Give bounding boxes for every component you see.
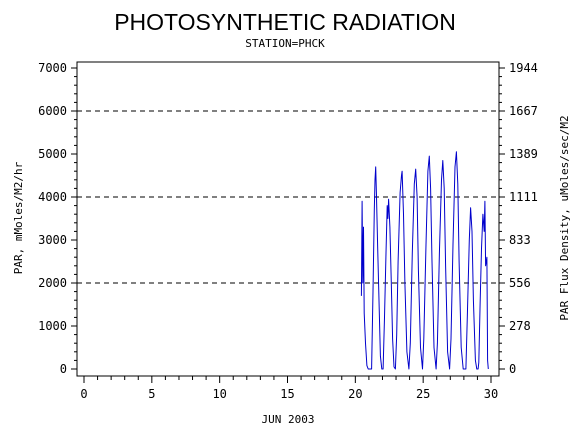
right-y-axis: 0 278 556 833 1111 1389 1667 1944 xyxy=(499,61,538,376)
y2-axis-label: PAR Flux Density, uMoles/sec/M2 xyxy=(558,115,570,320)
y2-tick-label: 1389 xyxy=(509,147,538,161)
y-axis-label: PAR, mMoles/M2/hr xyxy=(12,161,25,274)
y2-tick-label: 833 xyxy=(509,233,531,247)
x-tick-label: 5 xyxy=(148,387,155,401)
chart-title: PHOTOSYNTHETIC RADIATION xyxy=(114,9,456,35)
par-series-line xyxy=(360,151,489,370)
y-tick-label: 0 xyxy=(60,362,67,376)
x-tick-label: 10 xyxy=(212,387,226,401)
horizontal-gridlines xyxy=(77,110,499,284)
y2-tick-label: 278 xyxy=(509,319,531,333)
x-tick-label: 15 xyxy=(280,387,294,401)
x-axis-label: JUN 2003 xyxy=(262,413,315,426)
y2-tick-label: 1111 xyxy=(509,190,538,204)
y2-tick-label: 1944 xyxy=(509,61,538,75)
y2-tick-label: 556 xyxy=(509,276,531,290)
y-tick-label: 7000 xyxy=(38,61,67,75)
x-tick-label: 20 xyxy=(348,387,362,401)
y-tick-label: 2000 xyxy=(38,276,67,290)
plot-frame xyxy=(76,61,500,377)
x-axis: 0 5 10 15 20 25 30 xyxy=(80,376,498,401)
x-tick-label: 30 xyxy=(484,387,498,401)
chart-subtitle: STATION=PHCK xyxy=(245,37,325,50)
y2-tick-label: 1667 xyxy=(509,104,538,118)
y-tick-label: 3000 xyxy=(38,233,67,247)
y-tick-label: 6000 xyxy=(38,104,67,118)
y-tick-label: 1000 xyxy=(38,319,67,333)
y-tick-label: 4000 xyxy=(38,190,67,204)
x-tick-label: 25 xyxy=(416,387,430,401)
left-y-axis: 0 1000 2000 3000 4000 5000 6000 7000 xyxy=(38,61,77,376)
data-series xyxy=(360,151,489,370)
x-tick-label: 0 xyxy=(80,387,87,401)
y-tick-label: 5000 xyxy=(38,147,67,161)
y2-tick-label: 0 xyxy=(509,362,516,376)
